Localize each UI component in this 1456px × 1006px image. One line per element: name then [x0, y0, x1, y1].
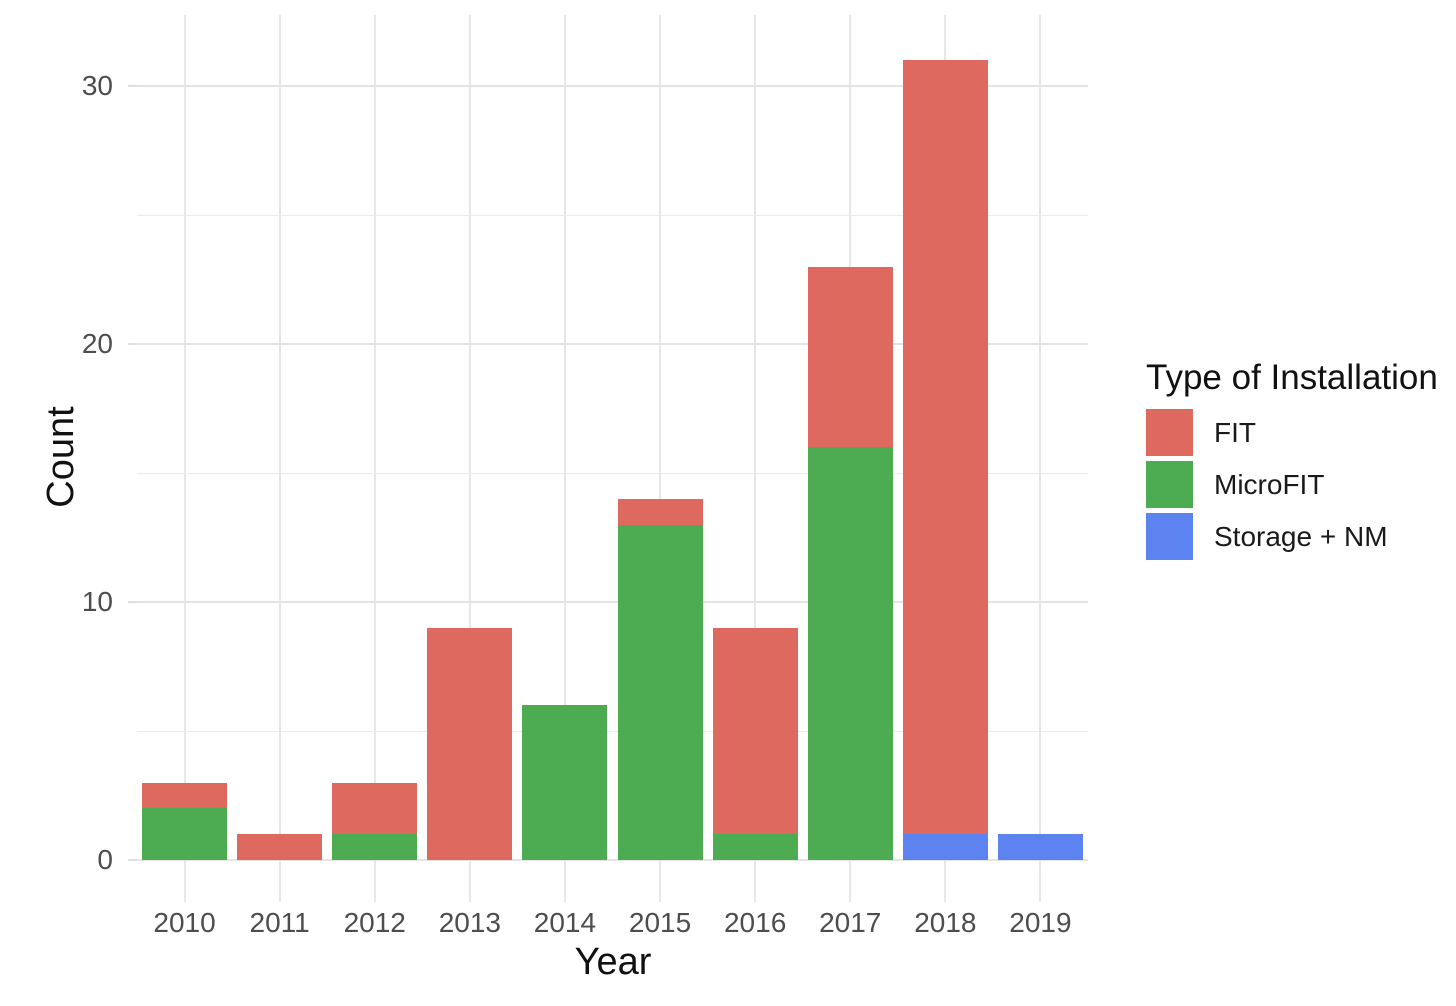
x-tick-label: 2015 [628, 907, 692, 938]
y-axis-title: Count [40, 406, 82, 508]
gridline-horizontal-minor [137, 214, 1088, 216]
bar-segment [522, 705, 608, 860]
bar-segment [237, 834, 323, 860]
y-tick-label: 10 [81, 586, 113, 617]
bar-segment [807, 266, 893, 448]
bar-segment [142, 782, 228, 809]
gridline-horizontal-major [137, 601, 1088, 603]
gridline-horizontal-minor [137, 472, 1088, 474]
gridline-vertical [1039, 15, 1042, 902]
bar-segment [712, 627, 798, 835]
legend-item: MicroFIT [1146, 461, 1438, 508]
y-tick-label: 20 [81, 328, 113, 359]
gridline-horizontal-major [137, 343, 1088, 345]
gridline-horizontal-minor [137, 730, 1088, 732]
gridline-vertical [754, 15, 757, 902]
gridline-vertical [183, 15, 186, 902]
gridline-vertical [468, 15, 471, 902]
bar-segment [617, 498, 703, 525]
x-tick-label: 2013 [438, 907, 501, 938]
x-tick-label: 2012 [343, 907, 406, 938]
y-axis-tick [128, 859, 137, 861]
y-axis-tick [128, 85, 137, 87]
legend-title: Type of Installation [1146, 358, 1438, 397]
legend-item: FIT [1146, 409, 1438, 456]
legend-item-label: Storage + NM [1214, 520, 1388, 552]
gridline-horizontal-major [137, 859, 1088, 861]
y-axis-tick [128, 343, 137, 345]
bar-segment [617, 524, 703, 860]
legend-item-label: MicroFIT [1214, 468, 1325, 500]
x-axis-title: Year [574, 941, 652, 983]
bar-segment [902, 60, 988, 835]
bar-segment [142, 808, 228, 860]
bar-segment [332, 782, 418, 835]
legend-item-label: FIT [1214, 416, 1256, 448]
x-tick-label: 2017 [819, 907, 882, 938]
legend-swatch [1146, 513, 1193, 560]
x-tick-label: 2018 [914, 907, 977, 938]
legend-swatch [1146, 409, 1193, 456]
gridline-horizontal-major [137, 85, 1088, 87]
bar-segment [807, 447, 893, 860]
legend-items: FIT MicroFIT Storage + NM [1146, 409, 1438, 560]
x-tick-label: 2010 [153, 907, 216, 938]
gridline-vertical [278, 15, 281, 902]
gridline-vertical [659, 15, 662, 902]
x-tick-label: 2019 [1009, 907, 1072, 938]
y-tick-label: 30 [81, 70, 113, 101]
bar-segment [997, 834, 1083, 860]
bar-segment [902, 834, 988, 860]
x-tick-label: 2011 [249, 907, 310, 938]
gridline-vertical [563, 15, 566, 902]
gridline-vertical [373, 15, 376, 902]
legend-item: Storage + NM [1146, 513, 1438, 560]
y-axis-tick [128, 601, 137, 603]
x-tick-label: 2016 [723, 907, 787, 938]
y-tick-label: 0 [97, 844, 113, 875]
legend: Type of Installation FIT MicroFIT Storage … [1146, 355, 1438, 565]
bar-segment [427, 627, 513, 860]
bar-segment [332, 834, 418, 860]
x-tick-label: 2014 [533, 907, 597, 938]
legend-swatch [1146, 461, 1193, 508]
bar-segment [712, 834, 798, 860]
